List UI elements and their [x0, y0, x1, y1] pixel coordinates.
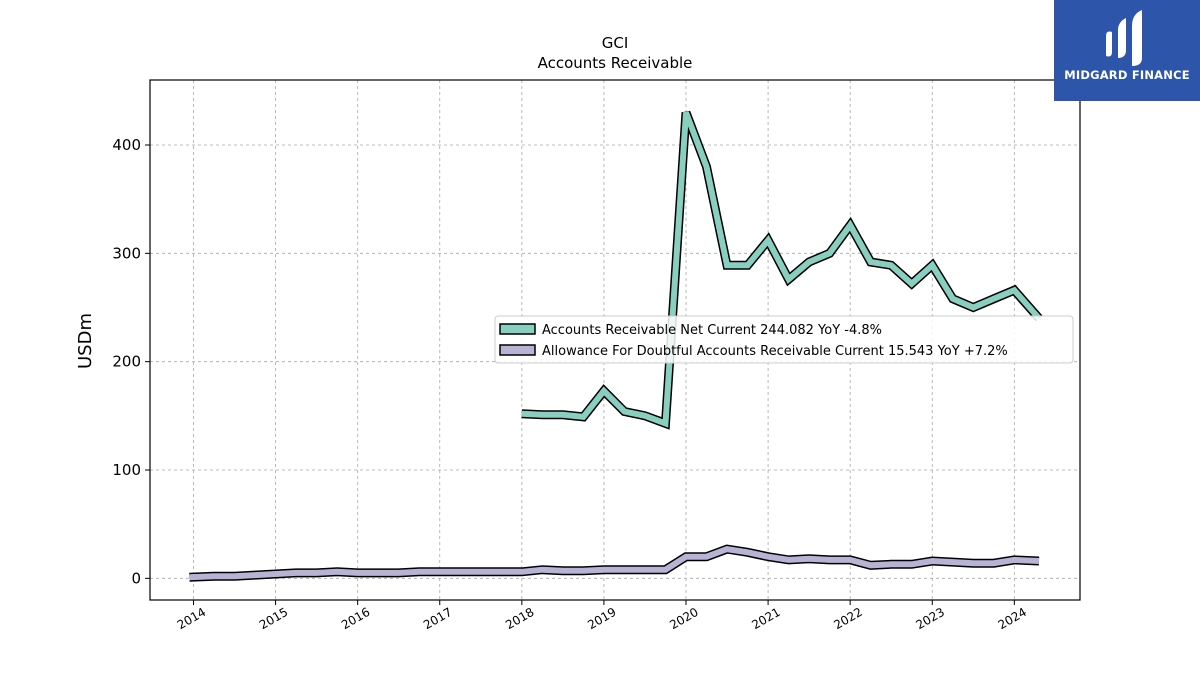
series-group: [189, 110, 1043, 582]
x-tick-label: 2015: [257, 605, 290, 632]
x-tick-label: 2024: [996, 605, 1029, 632]
x-tick-label: 2023: [914, 605, 947, 632]
chart-subtitle: Accounts Receivable: [538, 54, 693, 72]
y-axis-label: USDm: [75, 313, 96, 369]
logo-text: MIDGARD FINANCE: [1064, 68, 1190, 82]
legend-label-0: Accounts Receivable Net Current 244.082 …: [542, 323, 882, 338]
y-tick-label: 100: [112, 461, 141, 479]
plot-frame: [149, 79, 1081, 601]
series-line-1: [189, 546, 1040, 581]
y-tick-label: 400: [112, 136, 141, 154]
legend-swatch-1: [499, 344, 536, 356]
x-tick-label: 2018: [503, 605, 536, 632]
legend-swatch-0: [499, 323, 536, 335]
y-tick-label: 300: [112, 244, 141, 262]
x-tick-label: 2022: [831, 605, 864, 632]
legend: Accounts Receivable Net Current 244.082 …: [494, 315, 1074, 364]
y-tick-label: 200: [112, 353, 141, 371]
x-tick-label: 2017: [421, 605, 454, 632]
logo: MIDGARD FINANCE: [1054, 0, 1200, 101]
x-tick-label: 2016: [339, 605, 372, 632]
x-tick-label: 2021: [749, 605, 782, 632]
x-tick-label: 2020: [667, 605, 700, 632]
y-axis: 0 100 200 300 400: [112, 136, 150, 587]
series-line-0: [521, 111, 1042, 428]
x-tick-label: 2019: [585, 605, 618, 632]
legend-label-1: Allowance For Doubtful Accounts Receivab…: [542, 344, 1008, 359]
y-tick-label: 0: [131, 569, 141, 587]
chart-title: GCI: [602, 34, 629, 52]
logo-icon: [1106, 10, 1142, 66]
legend-box: [494, 315, 1074, 364]
x-tick-label: 2014: [175, 605, 208, 632]
x-axis: 2014 2015 2016 2017 2018 2019 2020 2021 2022 2023…: [175, 600, 1029, 632]
